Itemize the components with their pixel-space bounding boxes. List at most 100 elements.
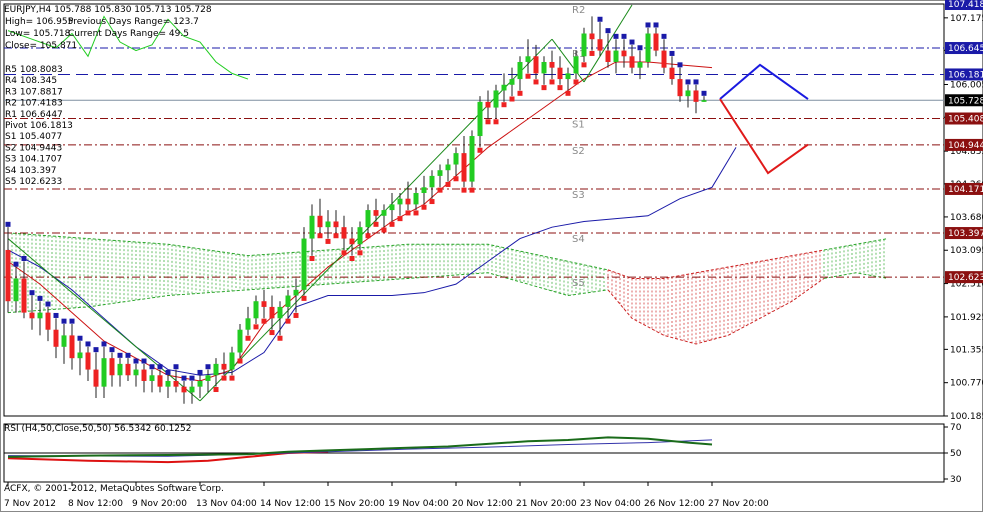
marker-dot: [565, 90, 571, 96]
cloud-span-a: [823, 238, 889, 251]
marker-dot: [269, 330, 275, 336]
candle-body: [613, 50, 619, 62]
candle-body: [293, 289, 299, 296]
pivot-label-R2: R2: [572, 5, 585, 16]
candles: [5, 16, 707, 404]
candle-body: [5, 249, 11, 302]
candle-body: [677, 79, 683, 97]
main-plot-area[interactable]: R2 R1 S1 S2 S3 S4 S5: [3, 3, 945, 417]
candle-body: [349, 238, 355, 245]
cloud-span-a: [7, 232, 609, 271]
marker-dot: [413, 210, 419, 216]
projection-down-arrow: [719, 98, 809, 175]
marker-dot: [21, 256, 27, 262]
marker-dot: [517, 90, 523, 96]
x-tick-label: 14 Nov 12:00: [260, 499, 321, 509]
candle-body: [525, 56, 531, 62]
marker-dot: [293, 312, 299, 318]
price-tag-105.728: 105.728: [948, 96, 983, 106]
marker-dot: [405, 210, 411, 216]
candle-body: [517, 61, 523, 80]
marker-dot: [301, 295, 307, 301]
candle-body: [125, 363, 131, 376]
candle-body: [149, 375, 155, 381]
marker-dot: [621, 33, 627, 39]
marker-dot: [109, 347, 115, 353]
marker-dot: [317, 233, 323, 239]
marker-dot: [677, 62, 683, 68]
info-line: Low= 105.718: [5, 29, 71, 39]
x-tick-label: 15 Nov 20:00: [324, 499, 385, 509]
marker-dot: [549, 79, 555, 85]
pivot-label-S1: S1: [572, 119, 585, 130]
candle-body: [77, 352, 83, 359]
marker-dot: [325, 238, 331, 244]
candle-body: [157, 375, 163, 387]
info-line: S3 104.1707: [5, 155, 62, 165]
current-range-label: Current Days Range= 49.5: [68, 29, 189, 39]
candle-body: [445, 164, 451, 171]
marker-dot: [61, 318, 67, 324]
cloud-span-a: [607, 249, 825, 279]
candle-body: [581, 33, 587, 57]
candle-body: [661, 50, 667, 68]
info-panel: EURJPY,H4 105.788 105.830 105.713 105.72…: [4, 5, 224, 494]
marker-dot: [477, 147, 483, 153]
info-line: R4 108.345: [5, 76, 57, 86]
candle-body: [21, 278, 27, 313]
x-tick-label: 21 Nov 20:00: [516, 499, 577, 509]
marker-dot: [429, 199, 435, 205]
candle-body: [341, 227, 347, 239]
marker-dot: [205, 364, 211, 370]
candle-body: [13, 278, 19, 302]
candle-body: [173, 380, 179, 387]
candle-body: [381, 210, 387, 216]
price-tag-bg: [945, 42, 983, 55]
candle-body: [69, 335, 75, 359]
candle-body: [221, 363, 227, 370]
candle-body: [141, 369, 147, 381]
candle-body: [549, 61, 555, 68]
price-tag-bg: [945, 68, 983, 81]
candle-body: [357, 227, 363, 245]
x-tick-label: 23 Nov 04:00: [580, 499, 641, 509]
marker-dot: [85, 341, 91, 347]
candle-body: [629, 56, 635, 68]
candle-body: [301, 238, 307, 290]
marker-dot: [597, 16, 603, 22]
marker-dot: [277, 335, 283, 341]
candle-body: [645, 33, 651, 62]
candle-body: [197, 380, 203, 387]
marker-dot: [541, 85, 547, 91]
candle-body: [637, 61, 643, 68]
price-tag-103.397: 103.397: [948, 229, 983, 239]
chikou-span: [7, 15, 249, 80]
rsi-plot-area[interactable]: 70 50 30: [3, 423, 962, 485]
info-line: S4 103.397: [5, 166, 57, 176]
candle-body: [53, 329, 59, 347]
price-tag-bg: [945, 0, 983, 10]
candle-body: [477, 101, 483, 137]
x-tick-label: 20 Nov 12:00: [452, 499, 513, 509]
candle-body: [205, 375, 211, 381]
candle-body: [85, 352, 91, 370]
marker-dot: [637, 45, 643, 51]
rsi-tick-label: 30: [950, 475, 962, 485]
candle-body: [693, 90, 699, 102]
candle-body: [133, 369, 139, 376]
candle-body: [453, 153, 459, 165]
marker-dot: [557, 85, 563, 91]
marker-dot: [589, 50, 595, 56]
marker-dot: [333, 233, 339, 239]
pivot-label-R1: R1: [572, 49, 585, 60]
marker-dot: [469, 187, 475, 193]
candle-body: [365, 210, 371, 228]
y-tick-label: 104.835: [950, 147, 983, 157]
marker-dot: [285, 318, 291, 324]
info-line: R2 107.4183: [5, 99, 63, 109]
marker-dot: [693, 79, 699, 85]
marker-dot: [133, 358, 139, 364]
marker-dot: [381, 227, 387, 233]
marker-dot: [189, 375, 195, 381]
